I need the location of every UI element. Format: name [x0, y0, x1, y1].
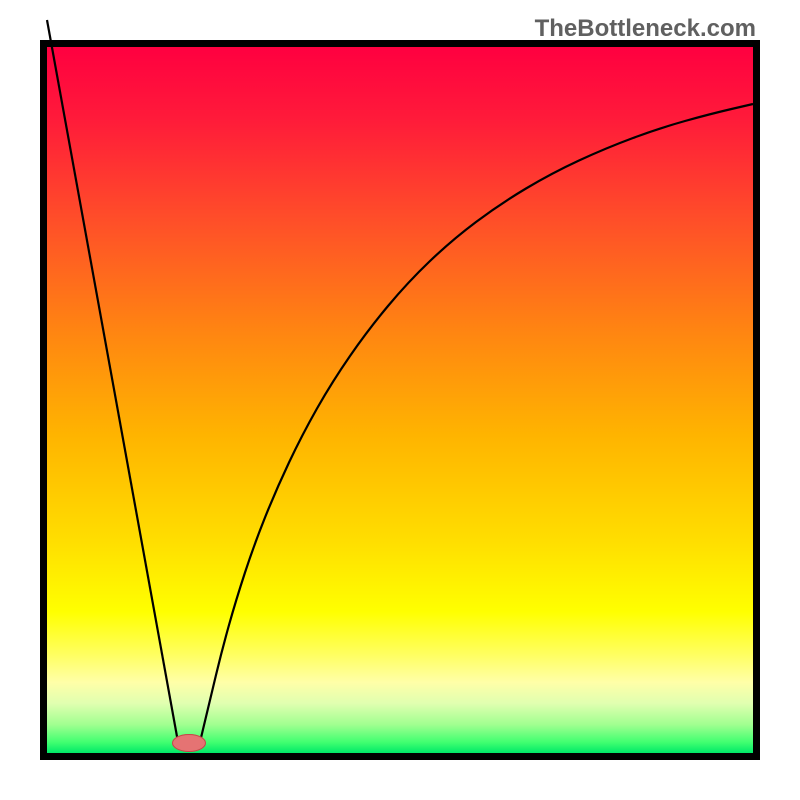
curve-right-branch	[200, 104, 753, 742]
bottleneck-marker	[172, 734, 206, 752]
watermark-text: TheBottleneck.com	[535, 15, 756, 43]
chart-container: TheBottleneck.com	[0, 0, 800, 800]
curve-left-branch	[47, 20, 178, 742]
bottleneck-curve	[0, 0, 800, 800]
